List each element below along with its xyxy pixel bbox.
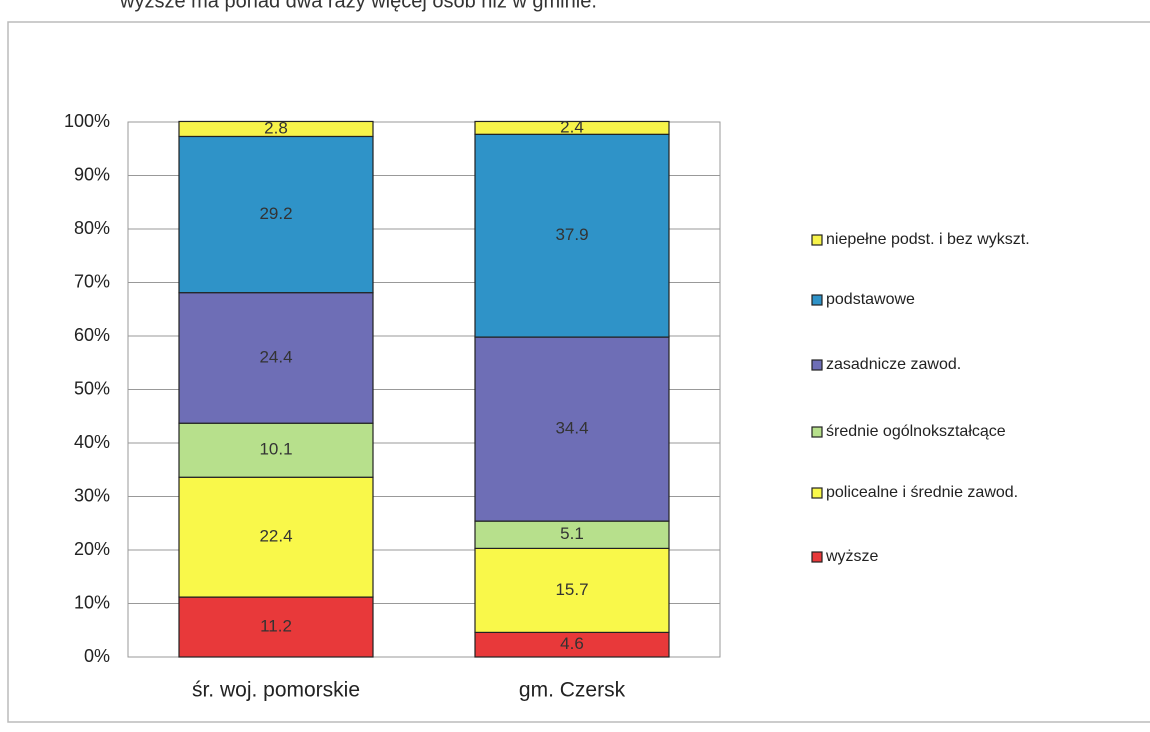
- x-tick-label: gm. Czersk: [519, 679, 626, 702]
- data-label: 29.2: [259, 204, 292, 223]
- data-label: 24.4: [259, 347, 292, 366]
- legend-label: zasadnicze zawod.: [826, 356, 961, 373]
- data-label: 34.4: [555, 419, 588, 438]
- data-label: 2.4: [560, 117, 584, 136]
- bar-segment: [178, 476, 374, 598]
- bar-segment: [178, 292, 374, 424]
- y-tick-label: 30%: [74, 485, 110, 505]
- chart-frame: [7, 21, 1150, 723]
- y-tick-label: 10%: [74, 592, 110, 612]
- data-label: 2.8: [264, 118, 288, 137]
- legend-label: średnie ogólnokształcące: [826, 423, 1006, 440]
- data-label: 5.1: [560, 524, 584, 543]
- bar-segment: [474, 120, 670, 135]
- y-tick-label: 0%: [84, 646, 110, 666]
- legend-marker: [811, 294, 823, 306]
- legend-label: policealne i średnie zawod.: [826, 484, 1018, 501]
- legend-marker: [811, 426, 823, 438]
- y-tick-label: 20%: [74, 539, 110, 559]
- legend-marker: [811, 359, 823, 371]
- caption: wyższe ma ponad dwa razy więcej osób niż…: [119, 0, 597, 12]
- y-tick-label: 50%: [74, 378, 110, 398]
- bar-segment: [474, 631, 670, 658]
- bar-segment: [178, 120, 374, 138]
- bar-segment: [474, 133, 670, 338]
- data-label: 15.7: [555, 580, 588, 599]
- y-tick-label: 40%: [74, 432, 110, 452]
- data-label: 37.9: [555, 225, 588, 244]
- y-tick-label: 60%: [74, 325, 110, 345]
- bar-segment: [474, 336, 670, 522]
- data-label: 22.4: [259, 527, 292, 546]
- y-tick-label: 70%: [74, 271, 110, 291]
- bar-segment: [178, 596, 374, 658]
- data-label: 10.1: [259, 440, 292, 459]
- legend-label: niepełne podst. i bez wykszt.: [826, 231, 1030, 248]
- data-label: 11.2: [260, 617, 292, 636]
- x-tick-label: śr. woj. pomorskie: [192, 679, 360, 702]
- y-tick-label: 80%: [74, 218, 110, 238]
- legend-label: wyższe: [825, 548, 879, 565]
- legend-marker: [811, 551, 823, 563]
- bar-segment: [474, 547, 670, 633]
- legend-marker: [811, 487, 823, 499]
- bar-segment: [178, 422, 374, 478]
- y-tick-label: 90%: [74, 164, 110, 184]
- legend-label: podstawowe: [826, 291, 915, 308]
- legend-marker: [811, 234, 823, 246]
- y-tick-label: 100%: [64, 111, 110, 131]
- data-label: 4.6: [560, 634, 584, 653]
- bar-segment: [178, 135, 374, 294]
